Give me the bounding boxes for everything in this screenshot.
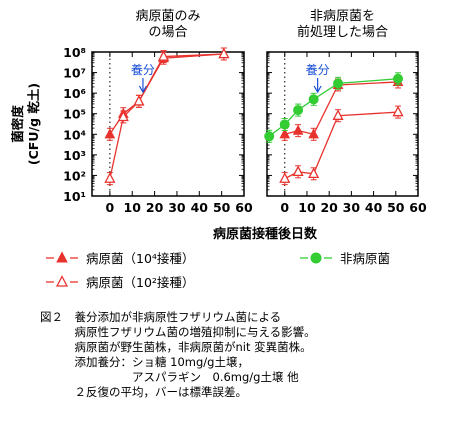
caption-line: 病原菌が野生菌株，非病原菌がnit 変異菌株。 xyxy=(40,340,312,354)
data-point xyxy=(293,105,304,116)
y-tick-label: 10¹ xyxy=(63,189,86,204)
legend-marker xyxy=(56,251,68,263)
data-point xyxy=(308,167,320,179)
data-point xyxy=(292,124,304,135)
y-axis-label: 菌密度 xyxy=(10,105,25,143)
caption-line: 病原性フザリウム菌の増殖抑制に与える影響。 xyxy=(40,325,316,339)
x-tick-label: 20 xyxy=(320,200,338,215)
plot-frame xyxy=(91,51,245,197)
x-tick-label: 10 xyxy=(124,200,142,215)
data-point xyxy=(393,73,404,84)
data-point xyxy=(292,165,304,177)
series-line xyxy=(284,111,399,180)
figure-caption: 図２ 養分添加が非病原性フザリウム菌による 病原性フザリウム菌の増殖抑制に与える… xyxy=(40,310,445,400)
data-point xyxy=(157,50,170,61)
caption-line: 図２ 養分添加が非病原性フザリウム菌による xyxy=(40,310,282,324)
data-point xyxy=(332,109,344,120)
y-tick-label: 10³ xyxy=(63,148,86,163)
caption-line: ２反復の平均，バーは標準誤差。 xyxy=(40,385,247,399)
y-tick-label: 10² xyxy=(63,168,86,183)
x-tick-label: 0 xyxy=(106,200,115,215)
panel-title-line: の場合 xyxy=(148,25,187,40)
x-tick-label: 0 xyxy=(280,200,289,215)
x-tick-label: 30 xyxy=(343,200,361,215)
data-point xyxy=(104,172,116,183)
x-tick-label: 50 xyxy=(387,200,405,215)
nutrient-arrow-head xyxy=(313,85,322,94)
legend-label: 病原菌（10⁴接種） xyxy=(86,251,194,266)
data-point xyxy=(264,131,275,142)
nutrient-annotation: 養分 xyxy=(131,62,155,77)
x-axis-label: 病原菌接種後日数 xyxy=(213,226,318,242)
y-tick-label: 10⁴ xyxy=(63,127,86,142)
x-tick-label: 40 xyxy=(365,200,383,215)
caption-line: 添加養分：ショ糖 10mg/g土壌， xyxy=(40,355,249,369)
data-point xyxy=(308,128,319,139)
legend-label: 非病原菌 xyxy=(340,251,390,266)
panel-title-line: 非病原菌を xyxy=(310,9,375,24)
x-tick-label: 50 xyxy=(213,200,231,215)
data-point xyxy=(392,105,404,117)
y-axis-label: (CFU/g 乾土) xyxy=(26,83,41,165)
caption-line: アスパラギン 0.6mg/g土壌 他 xyxy=(40,370,299,384)
y-tick-label: 10⁶ xyxy=(63,86,86,101)
data-point xyxy=(279,119,290,130)
data-point xyxy=(104,128,116,139)
y-tick-label: 10⁸ xyxy=(63,45,86,60)
data-point xyxy=(333,78,344,89)
panel-title-line: 前処理した場合 xyxy=(297,24,388,40)
x-tick-label: 60 xyxy=(235,200,253,215)
data-point xyxy=(218,47,230,59)
legend-marker xyxy=(310,252,322,264)
y-tick-label: 10⁷ xyxy=(63,66,86,81)
x-tick-label: 10 xyxy=(298,200,316,215)
data-point xyxy=(117,110,129,122)
series-line xyxy=(109,53,224,135)
data-point xyxy=(279,172,291,183)
y-tick-label: 10⁵ xyxy=(63,107,86,122)
nutrient-annotation: 養分 xyxy=(306,62,330,77)
data-point xyxy=(308,94,319,105)
data-point xyxy=(133,94,145,106)
legend-marker xyxy=(55,275,69,287)
legend-label: 病原菌（10²接種） xyxy=(86,275,194,290)
x-tick-label: 40 xyxy=(191,200,209,215)
panel-title-line: 病原菌のみ xyxy=(135,9,200,24)
plot-frame xyxy=(266,51,419,197)
x-tick-label: 60 xyxy=(409,200,427,215)
nutrient-arrow-head xyxy=(138,85,147,94)
x-tick-label: 30 xyxy=(168,200,186,215)
data-point xyxy=(279,128,291,139)
x-tick-label: 20 xyxy=(146,200,164,215)
